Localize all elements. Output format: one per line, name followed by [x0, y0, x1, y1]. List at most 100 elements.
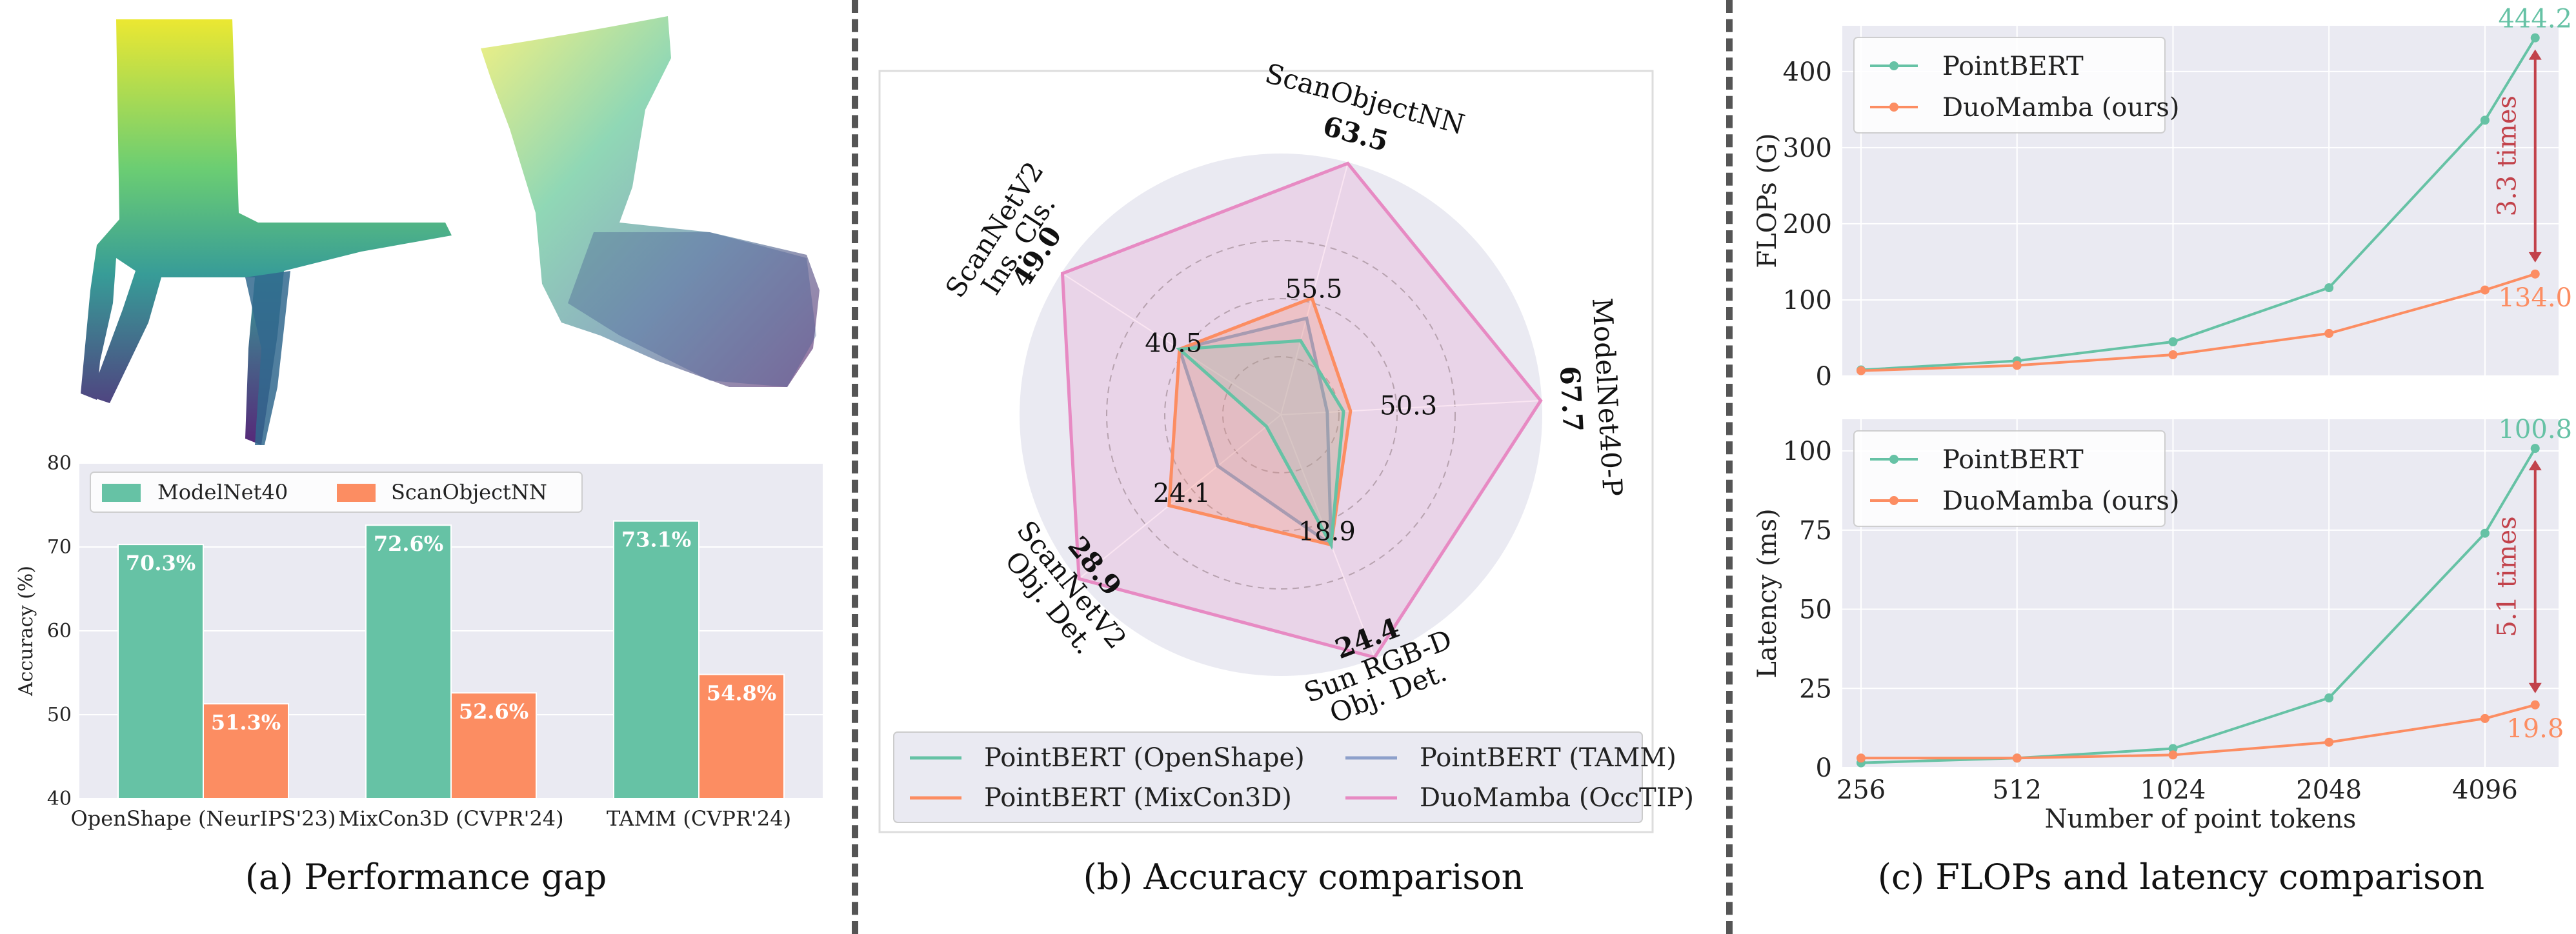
flops-point: [2480, 285, 2490, 295]
caption-b: (b) Accuracy comparison: [1083, 857, 1524, 897]
flops-chart: 0 100 200 300 400 444.2 134.0 3.3 times FLOPs …: [1749, 5, 2572, 392]
radar-spoke: [1078, 414, 1282, 580]
flops-line-0: [1860, 37, 2537, 372]
bar-chart-y-tick-label: 50: [47, 704, 72, 726]
flops-point: [2168, 350, 2178, 359]
latency-arrow-head-bottom: [2528, 682, 2542, 693]
latency-point: [2480, 713, 2490, 723]
latency-legend-pointbert: PointBERT: [1942, 445, 2084, 475]
radar-mid-label: 24.1: [1153, 479, 1211, 508]
flops-y-tick-label: 200: [1783, 210, 1832, 239]
radar-spoke: [1280, 163, 1349, 415]
flops-arrow-head-top: [2528, 49, 2542, 60]
latency-point: [2168, 750, 2178, 760]
bar-chart: 40 50 60 70 80 70.3% 51.3% 72.6% 52.6% 73.1% 54.8…: [15, 452, 823, 831]
chair-point-cloud-1: [81, 19, 452, 445]
latency-end-label-1: 19.8: [2506, 714, 2564, 744]
latency-y-tick-label: 0: [1816, 753, 1832, 783]
radar-max-label: 67.7: [1554, 365, 1589, 433]
flops-point: [1857, 366, 1866, 375]
flops-y-tick-label: 0: [1816, 362, 1832, 392]
latency-point: [2480, 528, 2490, 538]
radar-ring: [1164, 298, 1398, 532]
bar-chart-y-tick-label: 70: [47, 536, 72, 559]
latency-end-label-0: 100.8: [2498, 415, 2572, 444]
legend-label-scanobjectnn: ScanObjectNN: [391, 480, 547, 504]
latency-point: [2530, 700, 2540, 710]
latency-x-tick-label: 256: [1836, 775, 1886, 805]
radar-mid-label: 18.9: [1298, 517, 1356, 547]
bar-scanobjectnn-0: [203, 703, 289, 799]
legend-swatch-scanobjectnn: [337, 484, 376, 502]
legend-label-duomamba: DuoMamba (OccTIP): [1420, 783, 1694, 813]
latency-x-tick-label: 512: [1993, 775, 2042, 805]
radar-series-1: [1177, 316, 1333, 548]
flops-point: [2168, 337, 2178, 346]
latency-y-tick-label: 50: [1799, 595, 1832, 625]
radar-ring: [1106, 240, 1456, 590]
flops-legend-duomamba: DuoMamba (ours): [1942, 93, 2180, 123]
bar-value-label: 70.3%: [126, 551, 196, 575]
caption-c: (c) FLOPs and latency comparison: [1877, 857, 2485, 897]
radar-ring: [1222, 356, 1340, 473]
latency-point: [2324, 737, 2334, 747]
latency-line-1: [1861, 703, 2536, 760]
latency-x-tick-label: 4096: [2452, 775, 2518, 805]
legend-label-openshape: PointBERT (OpenShape): [984, 743, 1305, 773]
flops-point: [2324, 283, 2334, 293]
radar-spoke: [1062, 273, 1282, 415]
flops-point: [2530, 33, 2540, 43]
latency-arrow-head-top: [2528, 460, 2542, 471]
latency-point: [1857, 753, 1866, 763]
latency-legend: PointBERT DuoMamba (ours): [1853, 430, 2180, 527]
radar-mid-label: 55.5: [1285, 275, 1342, 304]
flops-point: [2012, 361, 2022, 370]
latency-x-tick-label: 2048: [2296, 775, 2362, 805]
flops-y-tick-label: 400: [1783, 57, 1832, 87]
bar-modelnet40-0: [117, 544, 204, 799]
legend-swatch-modelnet40: [102, 484, 141, 502]
bar-chart-legend: ModelNet40 ScanObjectNN: [90, 472, 583, 513]
flops-arrow-head-bottom: [2528, 252, 2542, 263]
flops-end-label-0: 444.2: [2498, 5, 2572, 34]
bar-chart-x-tick-label: TAMM (CVPR'24): [607, 806, 791, 831]
bar-modelnet40-1: [365, 524, 452, 799]
bar-value-label: 73.1%: [621, 528, 691, 552]
flops-end-label-1: 134.0: [2498, 283, 2572, 313]
bar-chart-y-axis-label: Accuracy (%): [15, 566, 37, 697]
divider-right: [1726, 0, 1733, 934]
bar-chart-y-tick-label: 80: [47, 452, 72, 475]
flops-ratio-annotation: 3.3 times: [2493, 95, 2522, 216]
bar-value-label: 72.6%: [374, 532, 443, 556]
latency-legend-duomamba: DuoMamba (ours): [1942, 486, 2180, 516]
radar-legend: PointBERT (OpenShape) PointBERT (MixCon3…: [893, 731, 1694, 823]
flops-legend: PointBERT DuoMamba (ours): [1853, 37, 2180, 134]
flops-legend-pointbert: PointBERT: [1942, 52, 2084, 81]
flops-point: [2530, 269, 2540, 279]
radar-mid-label: 50.3: [1380, 391, 1437, 421]
latency-chart: 0 25 50 75 100 256 512 1024 2048 4096 100.8 19.8 5.…: [1749, 413, 2572, 839]
latency-ratio-annotation: 5.1 times: [2493, 516, 2522, 637]
radar-series-3: [1060, 161, 1543, 660]
bar-chart-y-tick-label: 60: [47, 620, 72, 642]
divider-left: [852, 0, 858, 934]
latency-point: [2530, 444, 2540, 453]
latency-y-tick-label: 25: [1799, 674, 1832, 704]
chair-point-cloud-2: [481, 16, 820, 387]
bar-chart-y-tick-label: 40: [47, 788, 72, 810]
bar-value-label: 51.3%: [211, 710, 281, 735]
latency-y-axis-label: Latency (ms): [1753, 508, 1782, 678]
flops-line-1: [1860, 272, 2536, 372]
flops-point: [2480, 115, 2490, 125]
legend-label-modelnet40: ModelNet40: [157, 480, 288, 504]
flops-point: [2324, 328, 2334, 338]
radar-mid-label: 40.5: [1145, 328, 1202, 358]
latency-x-tick-label: 1024: [2140, 775, 2206, 805]
bar-value-label: 52.6%: [459, 699, 528, 724]
radar-series-0: [1175, 339, 1345, 550]
flops-y-tick-label: 100: [1783, 286, 1832, 315]
bar-chart-x-tick-label: OpenShape (NeurIPS'23): [71, 806, 336, 831]
bar-scanobjectnn-1: [450, 692, 537, 799]
flops-y-tick-label: 300: [1783, 134, 1832, 163]
